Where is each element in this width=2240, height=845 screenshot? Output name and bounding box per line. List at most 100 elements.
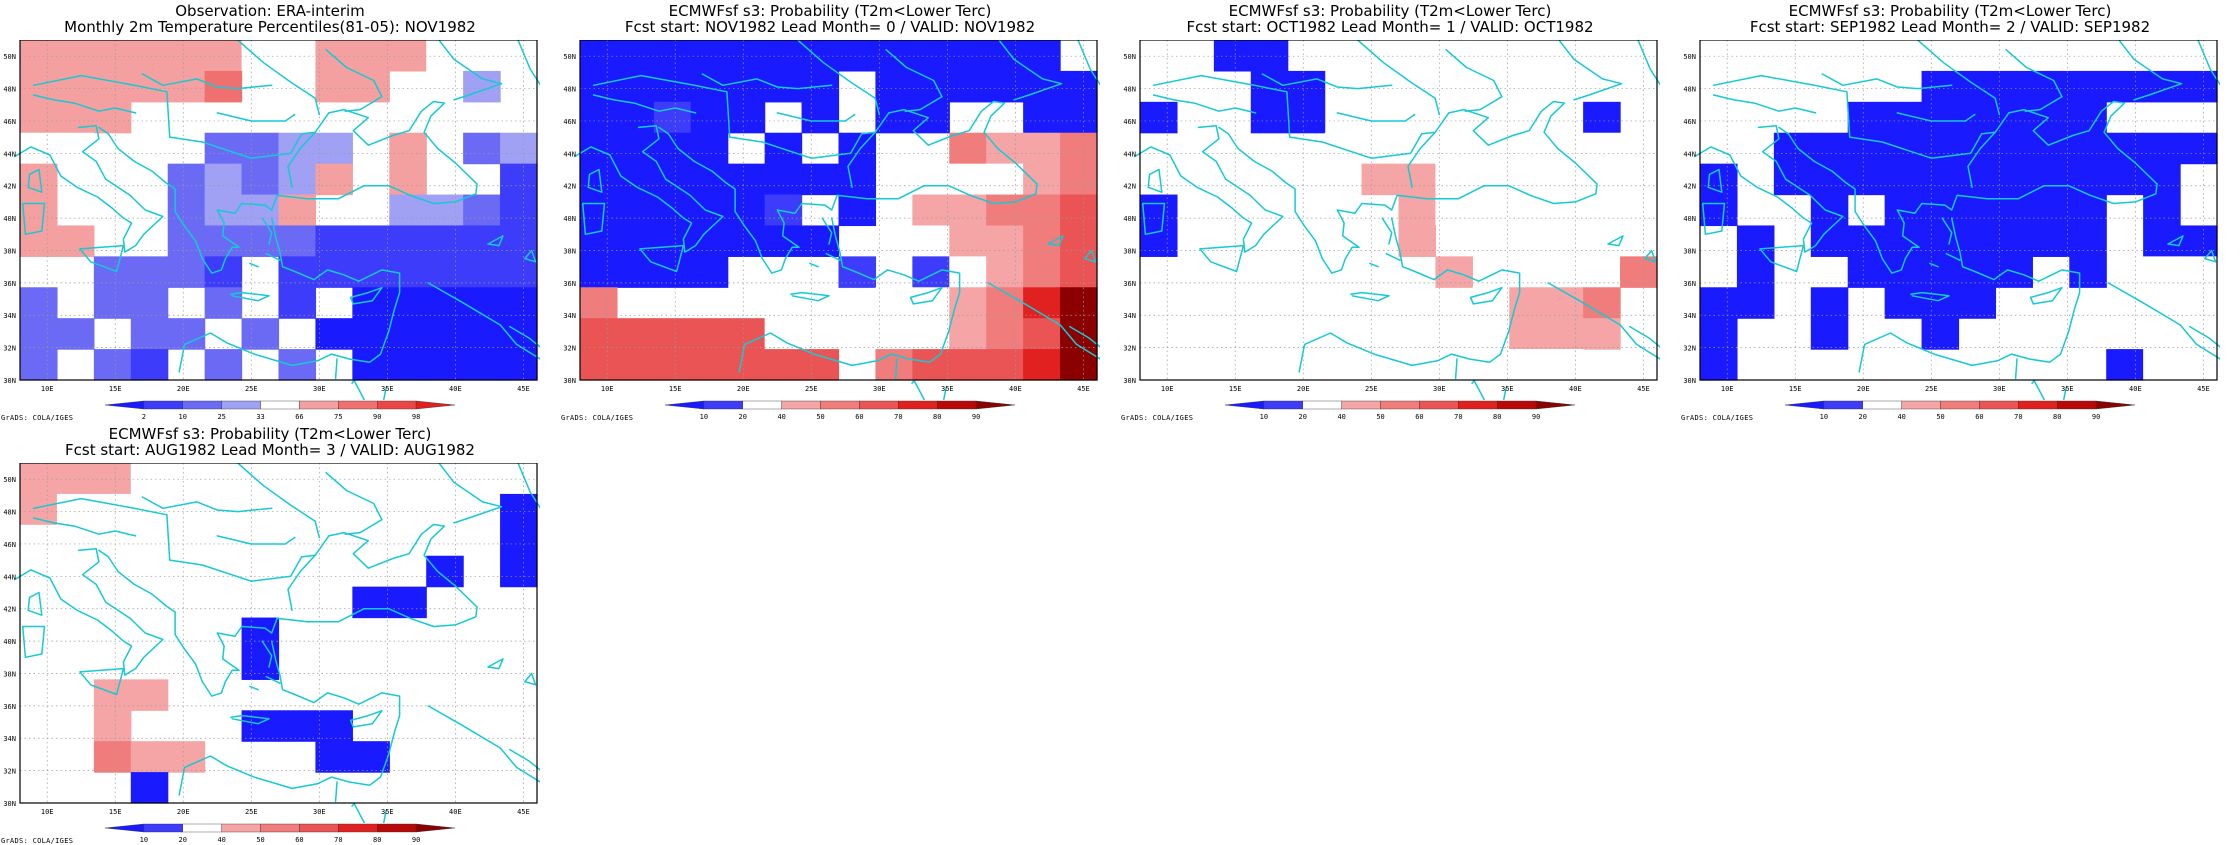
colorbar-swatch (104, 823, 145, 833)
shaded-cell (204, 70, 243, 103)
shaded-cell (278, 463, 317, 495)
lat-label: 34N (3, 312, 16, 320)
shaded-cell (1773, 132, 1812, 165)
shaded-cell (986, 256, 1024, 288)
shaded-cell (2069, 70, 2107, 103)
coastline (178, 217, 401, 373)
shaded-cell (241, 194, 280, 227)
shaded-cell (1884, 287, 1923, 319)
colorbar-label: 80 (1493, 413, 1501, 421)
coastline (2197, 40, 2220, 86)
shaded-cell (1060, 132, 1098, 165)
shaded-cell (875, 287, 913, 319)
coastlines (13, 463, 540, 823)
shaded-cell (912, 349, 950, 381)
shaded-cell (1995, 101, 2033, 134)
coastline (573, 125, 724, 253)
shaded-cell (56, 555, 95, 588)
shaded-cell (1958, 287, 1997, 319)
lat-label: 40N (3, 638, 16, 646)
shaded-cell (204, 586, 243, 619)
coastline (1369, 262, 1379, 268)
lon-label: 45E (517, 385, 530, 393)
map-canvas: 50N 48N 46N 44N 42N 40N 38N 36N 34N 32N 30N 10E 15E 2… (1123, 40, 1660, 400)
shaded-cell (1472, 163, 1510, 196)
shaded-cell (2180, 70, 2218, 103)
colorbar-label: 10 (140, 836, 148, 844)
shaded-cell (167, 318, 206, 350)
shaded-cell (875, 318, 913, 350)
lon-label: 35E (381, 385, 394, 393)
map-frame (19, 40, 538, 381)
coastline (438, 40, 503, 101)
shaded-cell (1213, 40, 1252, 72)
shaded-cell (130, 349, 169, 381)
lat-label: 32N (1683, 345, 1696, 353)
coastline (587, 168, 603, 193)
shaded-cell (241, 40, 280, 72)
shaded-cell (1250, 40, 1289, 72)
shaded-cell (56, 586, 95, 619)
shaded-cell (1140, 194, 1178, 227)
lat-label: 44N (3, 150, 16, 158)
coastline (79, 244, 125, 273)
shaded-cell (1884, 163, 1923, 196)
coastline (1218, 126, 1428, 274)
shaded-cell (315, 493, 353, 526)
colorbar-label: 60 (295, 836, 303, 844)
colorbar-swatch (820, 400, 860, 410)
lon-label: 20E (177, 385, 190, 393)
coastline (1381, 217, 1393, 245)
coastline (524, 249, 537, 263)
coastline (581, 202, 606, 236)
coastline (230, 291, 270, 302)
shaded-cell (1361, 163, 1400, 196)
coastline (2118, 40, 2183, 101)
lon-label: 40E (2129, 385, 2142, 393)
shaded-cell (2143, 349, 2181, 381)
shaded-cell (764, 318, 803, 350)
shaded-cell (1509, 132, 1547, 165)
coastline (1629, 325, 1660, 348)
shaded-cell (1023, 40, 1061, 72)
colorbar-label: 25 (217, 413, 225, 421)
shaded-cell (1810, 132, 1849, 165)
shaded-cell (764, 70, 803, 103)
shaded-cell (801, 163, 840, 196)
shaded-cell (20, 463, 58, 495)
shaded-cell (616, 349, 655, 381)
lat-label: 30N (3, 800, 16, 808)
shaded-cell (986, 70, 1024, 103)
colorbar-label: 20 (1299, 413, 1307, 421)
coastline (1473, 380, 1507, 400)
shaded-cell (949, 225, 987, 257)
shaded-cell (875, 101, 913, 134)
coastline (353, 803, 387, 823)
lon-label: 35E (381, 808, 394, 816)
coastline (230, 714, 270, 725)
shaded-cell (949, 318, 987, 350)
shaded-cell (500, 287, 538, 319)
lat-label: 36N (1123, 280, 1136, 288)
shaded-cell (1583, 40, 1621, 72)
coastline (487, 235, 504, 247)
shaded-cell (1700, 287, 1738, 319)
shaded-cell (1361, 287, 1400, 319)
shaded-cell (20, 741, 58, 773)
lat-label: 38N (1683, 247, 1696, 255)
lat-label: 48N (563, 86, 576, 94)
shaded-cell (241, 710, 280, 742)
coastline (1084, 249, 1097, 263)
shaded-cell (1435, 194, 1473, 227)
colorbar-swatch (338, 823, 378, 833)
colorbar-label: 20 (179, 836, 187, 844)
shaded-cell (389, 586, 427, 619)
shaded-cell (1509, 318, 1547, 350)
colorbar-label: 10 (1260, 413, 1268, 421)
colorbar-label: 60 (1975, 413, 1983, 421)
lat-label: 42N (1123, 183, 1136, 191)
coastline (438, 463, 503, 524)
shaded-cell (204, 349, 243, 381)
coastline (27, 168, 43, 193)
lon-label: 10E (601, 385, 614, 393)
